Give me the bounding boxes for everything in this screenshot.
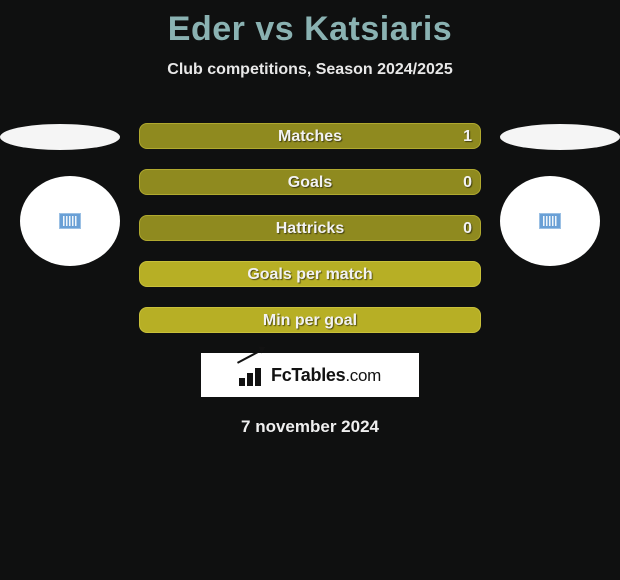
stat-row-goals-per-match: Goals per match — [139, 261, 481, 287]
stat-row-min-per-goal: Min per goal — [139, 307, 481, 333]
player-photo-placeholder-icon — [539, 213, 561, 229]
player-badge-left — [20, 176, 120, 266]
stat-row-hattricks: Hattricks 0 — [139, 215, 481, 241]
player-photo-placeholder-icon — [59, 213, 81, 229]
stat-label: Goals per match — [247, 262, 372, 288]
chart-icon — [239, 364, 265, 386]
stat-label: Goals — [288, 170, 332, 196]
page-title: Eder vs Katsiaris — [0, 0, 620, 49]
stat-label: Min per goal — [263, 308, 357, 334]
logo-text: FcTables.com — [271, 365, 381, 386]
stat-value: 1 — [463, 124, 472, 150]
fctables-logo[interactable]: FcTables.com — [201, 353, 419, 397]
date: 7 november 2024 — [0, 417, 620, 437]
stat-value: 0 — [463, 216, 472, 242]
stat-row-goals: Goals 0 — [139, 169, 481, 195]
player-badge-right — [500, 176, 600, 266]
stat-row-matches: Matches 1 — [139, 123, 481, 149]
stat-value: 0 — [463, 170, 472, 196]
stat-label: Matches — [278, 124, 342, 150]
decorative-ellipse-left — [0, 124, 120, 150]
stat-label: Hattricks — [276, 216, 344, 242]
decorative-ellipse-right — [500, 124, 620, 150]
subtitle: Club competitions, Season 2024/2025 — [0, 61, 620, 79]
